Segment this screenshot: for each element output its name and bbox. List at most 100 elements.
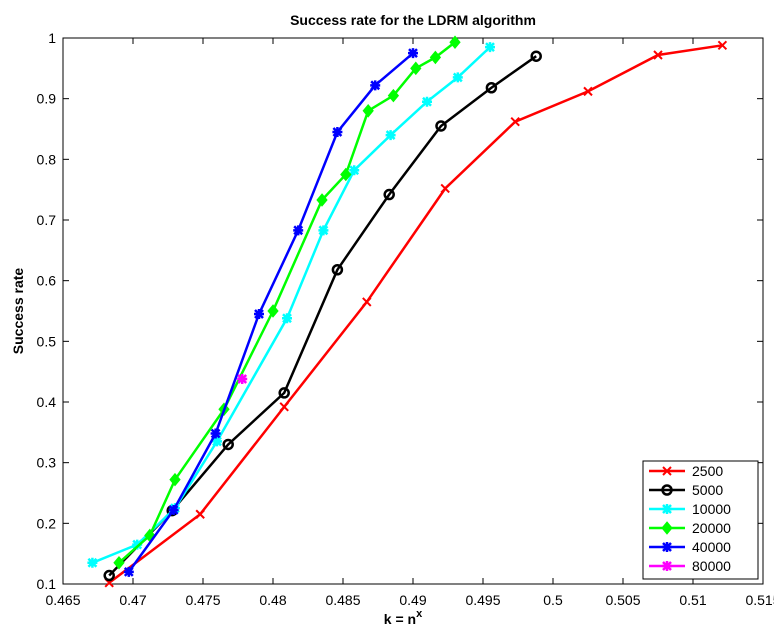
x-tick-label: 0.47 [119,592,146,608]
data-point [316,193,328,207]
data-point [485,42,495,53]
data-point [168,504,179,515]
legend-marker [662,504,672,514]
x-tick-label: 0.5 [543,592,563,608]
data-point [267,304,279,318]
x-tick-label: 0.515 [745,592,774,608]
data-point [349,165,360,176]
legend-item: 2500 [649,463,723,479]
y-tick-label: 1 [48,30,56,46]
x-tick-label: 0.495 [465,592,500,608]
data-point [362,104,374,118]
legend-label: 10000 [692,501,731,517]
legend-marker [661,484,673,496]
data-point [318,225,329,236]
data-point [387,88,400,103]
legend-label: 5000 [692,482,723,498]
data-point [362,297,372,307]
data-point [293,225,304,236]
data-point [113,555,125,570]
series-10000 [87,42,495,568]
data-point [452,72,463,83]
y-tick-label: 0.8 [37,151,57,167]
data-point [717,40,728,50]
legend-label: 2500 [692,463,723,479]
legend-item: 20000 [649,520,731,536]
data-point [103,569,115,582]
legend-marker [662,561,672,571]
legend-item: 10000 [649,501,731,517]
x-axis-label: k = nx [384,608,423,627]
x-axis-label-sup: x [416,608,423,620]
data-point [422,96,432,107]
data-point [237,373,248,384]
data-point [331,263,344,276]
y-tick-label: 0.5 [37,333,57,349]
y-tick-label: 0.1 [37,576,57,592]
x-tick-label: 0.48 [259,592,286,608]
x-axis-label-base: k = n [384,611,416,627]
data-point [583,86,593,97]
data-point [332,127,343,138]
x-tick-label: 0.485 [325,592,360,608]
chart-title: Success rate for the LDRM algorithm [290,12,536,28]
data-point [169,472,181,487]
x-tick-label: 0.51 [679,592,706,608]
data-point [653,50,663,60]
series-80000 [237,373,248,384]
legend-label: 40000 [692,539,731,555]
data-point [449,35,461,50]
data-point [385,130,396,141]
data-point [510,117,520,127]
data-point [123,566,134,577]
legend-label: 80000 [692,558,731,574]
x-axis: 0.465 0.47 0.475 0.48 0.485 0.49 0.495 0.5 0.505… [45,38,774,608]
y-tick-label: 0.3 [37,455,57,471]
data-point [132,539,143,550]
data-point [195,509,205,519]
data-point [282,313,292,324]
series-20000 [113,35,461,570]
data-point [429,50,442,65]
y-tick-label: 0.9 [37,91,57,107]
y-axis-label: Success rate [10,268,26,355]
legend: 2500 5000 10000 20000 40000 80000 [642,460,759,580]
data-point [370,80,381,91]
data-point [408,48,418,59]
data-point [254,309,264,320]
x-tick-label: 0.505 [605,592,640,608]
legend-marker [662,466,672,476]
y-tick-label: 0.4 [37,394,57,410]
data-point [210,428,221,439]
legend-box [642,460,759,580]
series-line [108,55,537,577]
y-tick-label: 0.6 [37,273,57,289]
series-layer [87,35,728,588]
data-point [212,436,222,447]
series-line [127,52,414,573]
series-5000 [103,50,542,582]
x-tick-label: 0.465 [45,592,80,608]
legend-item: 80000 [649,558,731,574]
x-tick-label: 0.49 [399,592,426,608]
legend-marker [662,542,672,552]
legend-item: 5000 [649,482,723,498]
x-tick-label: 0.475 [185,592,220,608]
data-point [278,387,290,399]
data-point [87,557,98,568]
data-point [530,50,542,62]
series-2500 [104,40,728,588]
data-point [222,438,234,451]
data-point [340,167,352,182]
legend-label: 20000 [692,520,731,536]
data-point [410,61,422,76]
data-point [383,188,395,201]
series-40000 [123,48,418,577]
legend-marker [661,521,673,535]
y-axis: 0.1 0.2 0.3 0.4 0.5 0.6 0.7 0.8 0.9 1 [37,30,763,592]
data-point [279,402,289,412]
data-point [485,81,498,94]
data-point [440,183,450,194]
y-tick-label: 0.2 [37,515,57,531]
